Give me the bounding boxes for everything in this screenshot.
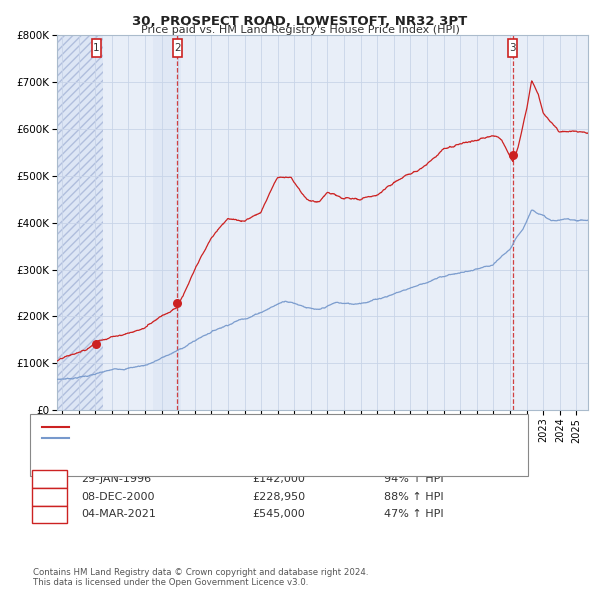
Text: Contains HM Land Registry data © Crown copyright and database right 2024.
This d: Contains HM Land Registry data © Crown c… [33,568,368,587]
Bar [57,35,103,410]
Text: 30, PROSPECT ROAD, LOWESTOFT, NR32 3PT (detached house): 30, PROSPECT ROAD, LOWESTOFT, NR32 3PT (… [72,422,388,431]
Text: 1: 1 [46,474,53,484]
Bar [92,39,101,57]
Bar [173,39,182,57]
Text: 04-MAR-2021: 04-MAR-2021 [81,510,156,519]
Text: 3: 3 [46,510,53,519]
Text: 94% ↑ HPI: 94% ↑ HPI [384,474,443,484]
Text: 3: 3 [509,43,516,53]
Text: 2: 2 [46,492,53,502]
Text: 30, PROSPECT ROAD, LOWESTOFT, NR32 3PT: 30, PROSPECT ROAD, LOWESTOFT, NR32 3PT [133,15,467,28]
Text: 29-JAN-1996: 29-JAN-1996 [81,474,151,484]
Text: £545,000: £545,000 [252,510,305,519]
Text: 08-DEC-2000: 08-DEC-2000 [81,492,155,502]
Text: Price paid vs. HM Land Registry's House Price Index (HPI): Price paid vs. HM Land Registry's House … [140,25,460,35]
Text: £228,950: £228,950 [252,492,305,502]
Text: HPI: Average price, detached house, East Suffolk: HPI: Average price, detached house, East… [72,434,316,443]
Bar [57,35,103,410]
Text: 1: 1 [93,43,100,53]
Text: £142,000: £142,000 [252,474,305,484]
Text: 47% ↑ HPI: 47% ↑ HPI [384,510,443,519]
Text: 88% ↑ HPI: 88% ↑ HPI [384,492,443,502]
Bar [153,35,181,410]
Bar [508,39,517,57]
Text: 2: 2 [174,43,181,53]
